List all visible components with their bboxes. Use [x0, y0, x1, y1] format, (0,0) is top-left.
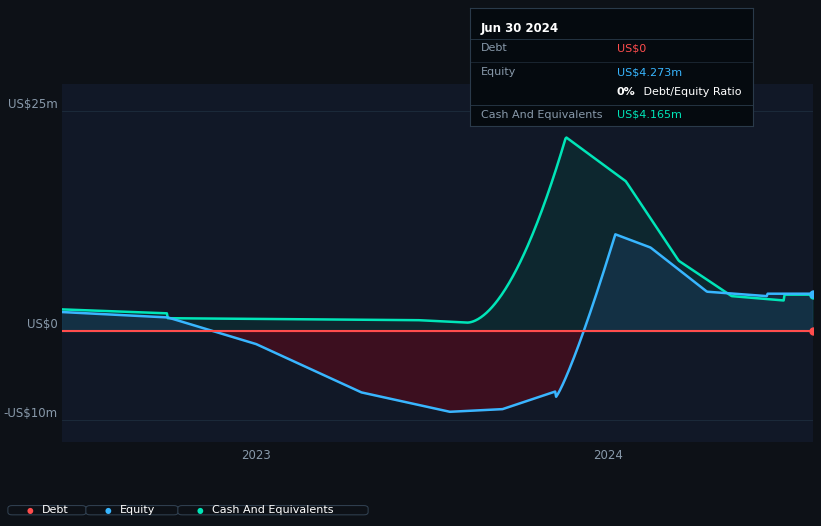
- Text: Cash And Equivalents: Cash And Equivalents: [212, 505, 333, 515]
- Text: Jun 30 2024: Jun 30 2024: [481, 22, 559, 35]
- Text: ●: ●: [105, 505, 112, 515]
- Text: Cash And Equivalents: Cash And Equivalents: [481, 110, 603, 120]
- Text: Debt: Debt: [42, 505, 69, 515]
- Text: 0%: 0%: [617, 87, 635, 97]
- Text: ●: ●: [27, 505, 34, 515]
- Text: Debt/Equity Ratio: Debt/Equity Ratio: [640, 87, 741, 97]
- Text: US$4.273m: US$4.273m: [617, 67, 682, 77]
- Text: -US$10m: -US$10m: [3, 407, 57, 420]
- Text: US$0: US$0: [27, 318, 57, 331]
- Text: US$0: US$0: [617, 44, 646, 54]
- Text: US$25m: US$25m: [8, 98, 57, 110]
- Text: US$4.165m: US$4.165m: [617, 110, 681, 120]
- Text: Debt: Debt: [481, 44, 507, 54]
- Text: Equity: Equity: [120, 505, 155, 515]
- Text: ●: ●: [197, 505, 204, 515]
- Text: Equity: Equity: [481, 67, 516, 77]
